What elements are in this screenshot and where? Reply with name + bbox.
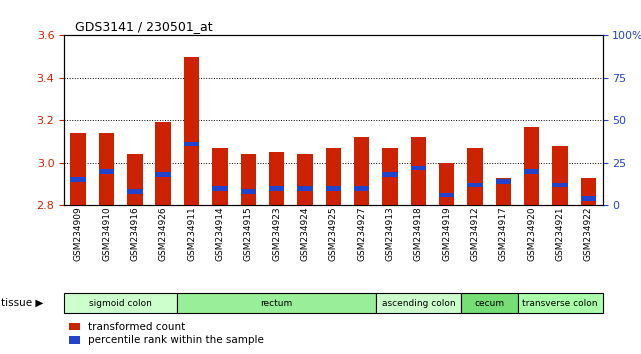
Bar bbox=[467, 183, 483, 187]
Bar bbox=[439, 193, 454, 198]
Bar bbox=[581, 196, 596, 201]
Bar bbox=[127, 154, 143, 205]
Bar bbox=[269, 186, 285, 191]
Bar bbox=[212, 186, 228, 191]
Bar bbox=[410, 166, 426, 170]
Bar bbox=[212, 148, 228, 205]
Bar bbox=[553, 146, 568, 205]
Text: tissue ▶: tissue ▶ bbox=[1, 298, 43, 308]
Bar bbox=[467, 148, 483, 205]
Text: ascending colon: ascending colon bbox=[381, 298, 455, 308]
Text: transverse colon: transverse colon bbox=[522, 298, 598, 308]
Bar bbox=[297, 186, 313, 191]
Bar bbox=[495, 178, 511, 205]
Bar bbox=[269, 152, 285, 205]
Bar bbox=[178, 293, 376, 313]
Bar bbox=[524, 127, 540, 205]
Bar bbox=[184, 57, 199, 205]
Bar bbox=[99, 133, 114, 205]
Bar bbox=[71, 177, 86, 182]
Bar bbox=[156, 122, 171, 205]
Bar bbox=[127, 189, 143, 194]
Bar bbox=[553, 183, 568, 187]
Text: sigmoid colon: sigmoid colon bbox=[89, 298, 152, 308]
Bar bbox=[99, 169, 114, 174]
Bar bbox=[517, 293, 603, 313]
Bar bbox=[184, 142, 199, 147]
Bar bbox=[354, 137, 369, 205]
Bar bbox=[240, 154, 256, 205]
Text: cecum: cecum bbox=[474, 298, 504, 308]
Bar bbox=[382, 148, 398, 205]
Bar bbox=[439, 163, 454, 205]
Bar bbox=[524, 169, 540, 174]
Bar bbox=[495, 179, 511, 184]
Bar bbox=[297, 154, 313, 205]
Bar bbox=[326, 148, 341, 205]
Bar bbox=[382, 172, 398, 177]
Bar bbox=[461, 293, 517, 313]
Bar bbox=[581, 178, 596, 205]
Bar bbox=[410, 137, 426, 205]
Bar bbox=[71, 133, 86, 205]
Text: rectum: rectum bbox=[260, 298, 293, 308]
Bar bbox=[156, 172, 171, 177]
Bar bbox=[376, 293, 461, 313]
Text: GDS3141 / 230501_at: GDS3141 / 230501_at bbox=[75, 20, 213, 33]
Bar bbox=[354, 186, 369, 191]
Bar bbox=[64, 293, 178, 313]
Bar bbox=[326, 186, 341, 191]
Legend: transformed count, percentile rank within the sample: transformed count, percentile rank withi… bbox=[69, 322, 264, 345]
Bar bbox=[240, 189, 256, 194]
